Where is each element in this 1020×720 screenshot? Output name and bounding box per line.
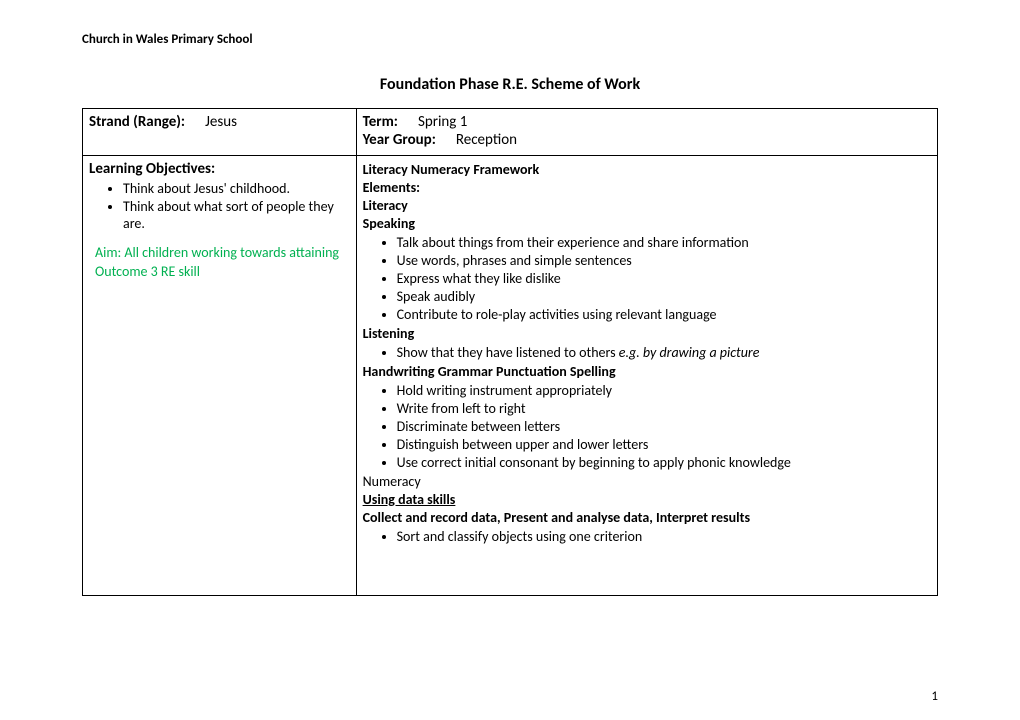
year-label: Year Group: (363, 131, 436, 149)
collect-list: Sort and classify objects using one crit… (363, 528, 931, 545)
page-number: 1 (931, 689, 938, 704)
listening-example: e.g. by drawing a picture (619, 344, 760, 361)
data-skills-heading: Using data skills (363, 491, 931, 508)
lnf-heading: Literacy Numeracy Framework (363, 161, 931, 178)
listening-text: Show that they have listened to others (397, 344, 619, 361)
objectives-list: Think about Jesus' childhood. Think abou… (89, 180, 350, 232)
list-item: Use correct initial consonant by beginni… (397, 454, 931, 471)
list-item: Discriminate between letters (397, 418, 931, 435)
objectives-label: Learning Objectives: (89, 160, 350, 178)
elements-heading: Elements: (363, 179, 931, 196)
document-title: Foundation Phase R.E. Scheme of Work (82, 75, 938, 94)
term-label: Term: (363, 113, 398, 131)
list-item: Think about what sort of people they are… (123, 198, 350, 232)
term-value: Spring 1 (418, 113, 467, 131)
framework-cell: Literacy Numeracy Framework Elements: Li… (356, 156, 937, 596)
list-item: Distinguish between upper and lower lett… (397, 436, 931, 453)
aim-text: Aim: All children working towards attain… (89, 244, 350, 282)
term-year-cell: Term: Spring 1 Year Group: Reception (356, 109, 937, 156)
listening-list: Show that they have listened to others e… (363, 344, 931, 361)
collect-heading: Collect and record data, Present and ana… (363, 509, 931, 526)
list-item: Use words, phrases and simple sentences (397, 252, 931, 269)
school-header: Church in Wales Primary School (82, 32, 938, 47)
list-item: Contribute to role-play activities using… (397, 306, 931, 323)
list-item: Express what they like dislike (397, 270, 931, 287)
table-row: Strand (Range): Jesus Term: Spring 1 Year … (83, 109, 938, 156)
document-page: Church in Wales Primary School Foundatio… (0, 0, 1020, 720)
list-item: Sort and classify objects using one crit… (397, 528, 931, 545)
literacy-heading: Literacy (363, 197, 931, 214)
list-item: Hold writing instrument appropriately (397, 382, 931, 399)
handwriting-list: Hold writing instrument appropriately Wr… (363, 382, 931, 471)
list-item: Speak audibly (397, 288, 931, 305)
numeracy-heading: Numeracy (363, 473, 931, 490)
year-value: Reception (456, 131, 517, 149)
speaking-list: Talk about things from their experience … (363, 234, 931, 323)
listening-heading: Listening (363, 325, 931, 342)
strand-label: Strand (Range): (89, 113, 185, 131)
handwriting-heading: Handwriting Grammar Punctuation Spelling (363, 363, 931, 380)
strand-cell: Strand (Range): Jesus (83, 109, 357, 156)
objectives-cell: Learning Objectives: Think about Jesus' … (83, 156, 357, 596)
list-item: Think about Jesus' childhood. (123, 180, 350, 197)
list-item: Show that they have listened to others e… (397, 344, 931, 361)
strand-value: Jesus (205, 113, 237, 131)
speaking-heading: Speaking (363, 215, 931, 232)
scheme-table: Strand (Range): Jesus Term: Spring 1 Year … (82, 108, 938, 596)
table-row: Learning Objectives: Think about Jesus' … (83, 156, 938, 596)
list-item: Write from left to right (397, 400, 931, 417)
list-item: Talk about things from their experience … (397, 234, 931, 251)
